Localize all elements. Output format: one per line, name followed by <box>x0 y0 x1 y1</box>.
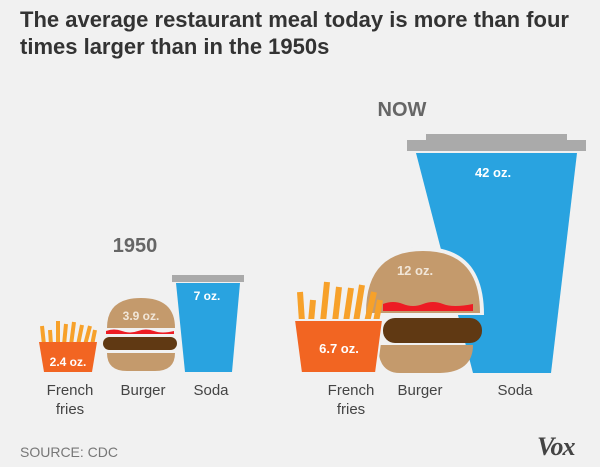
value-label-soda-1950: 7 oz. <box>194 289 221 303</box>
soda-1950 <box>172 275 244 372</box>
category-label: French <box>328 382 375 399</box>
value-label-burger-1950: 3.9 oz. <box>123 309 160 323</box>
top-bun <box>107 298 175 328</box>
fry-stick <box>83 325 92 346</box>
fry-stick <box>62 323 68 346</box>
value-label-burger-now: 12 oz. <box>397 263 433 278</box>
group-label-1950: 1950 <box>113 235 158 257</box>
category-label: Burger <box>397 382 442 399</box>
category-label: French <box>47 382 94 399</box>
value-label-soda-now: 42 oz. <box>475 165 511 180</box>
soda-cup-now <box>416 153 577 373</box>
category-label: fries <box>56 401 84 418</box>
fry-stick <box>69 321 76 346</box>
group-label-now: NOW <box>378 99 427 121</box>
soda-lid <box>407 140 586 151</box>
soda-lid-top <box>426 134 567 142</box>
fries-container-1950 <box>39 342 97 372</box>
category-label: fries <box>337 401 365 418</box>
fry-stick <box>297 291 305 323</box>
fry-stick <box>332 286 342 323</box>
top-bun <box>366 251 480 313</box>
fry-stick <box>353 284 365 323</box>
fries-1950 <box>39 321 97 372</box>
value-label-fries-1950: 2.4 oz. <box>50 355 87 369</box>
fry-stick <box>40 325 46 346</box>
category-label: Soda <box>193 382 229 399</box>
value-label-fries-now: 6.7 oz. <box>319 341 359 356</box>
category-label: Burger <box>120 382 165 399</box>
bottom-bun <box>378 345 473 373</box>
ketchup <box>106 329 174 334</box>
fry-stick <box>364 291 377 323</box>
patty <box>103 337 177 350</box>
category-label: Soda <box>497 382 533 399</box>
source-note: SOURCE: CDC <box>20 444 119 460</box>
fry-stick <box>320 281 330 323</box>
chart-title: The average restaurant meal today is mor… <box>20 7 569 59</box>
fry-stick <box>343 287 354 323</box>
fry-stick <box>76 324 84 346</box>
fries-container-now <box>292 319 385 374</box>
burger-now <box>362 247 484 373</box>
fries-now <box>292 281 385 374</box>
ketchup <box>383 302 473 311</box>
soda-now <box>407 134 586 373</box>
soda-lid <box>172 275 244 282</box>
soda-cup-1950 <box>176 283 240 372</box>
fry-stick <box>308 299 316 323</box>
vox-logo: Vox <box>537 432 575 461</box>
patty <box>383 318 482 343</box>
bottom-bun <box>107 353 175 371</box>
burger-1950 <box>103 298 177 371</box>
fry-stick <box>373 299 383 323</box>
